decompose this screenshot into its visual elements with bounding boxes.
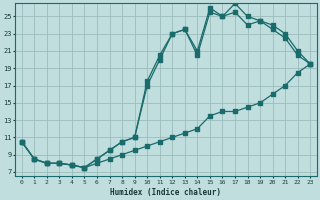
X-axis label: Humidex (Indice chaleur): Humidex (Indice chaleur) (110, 188, 221, 197)
